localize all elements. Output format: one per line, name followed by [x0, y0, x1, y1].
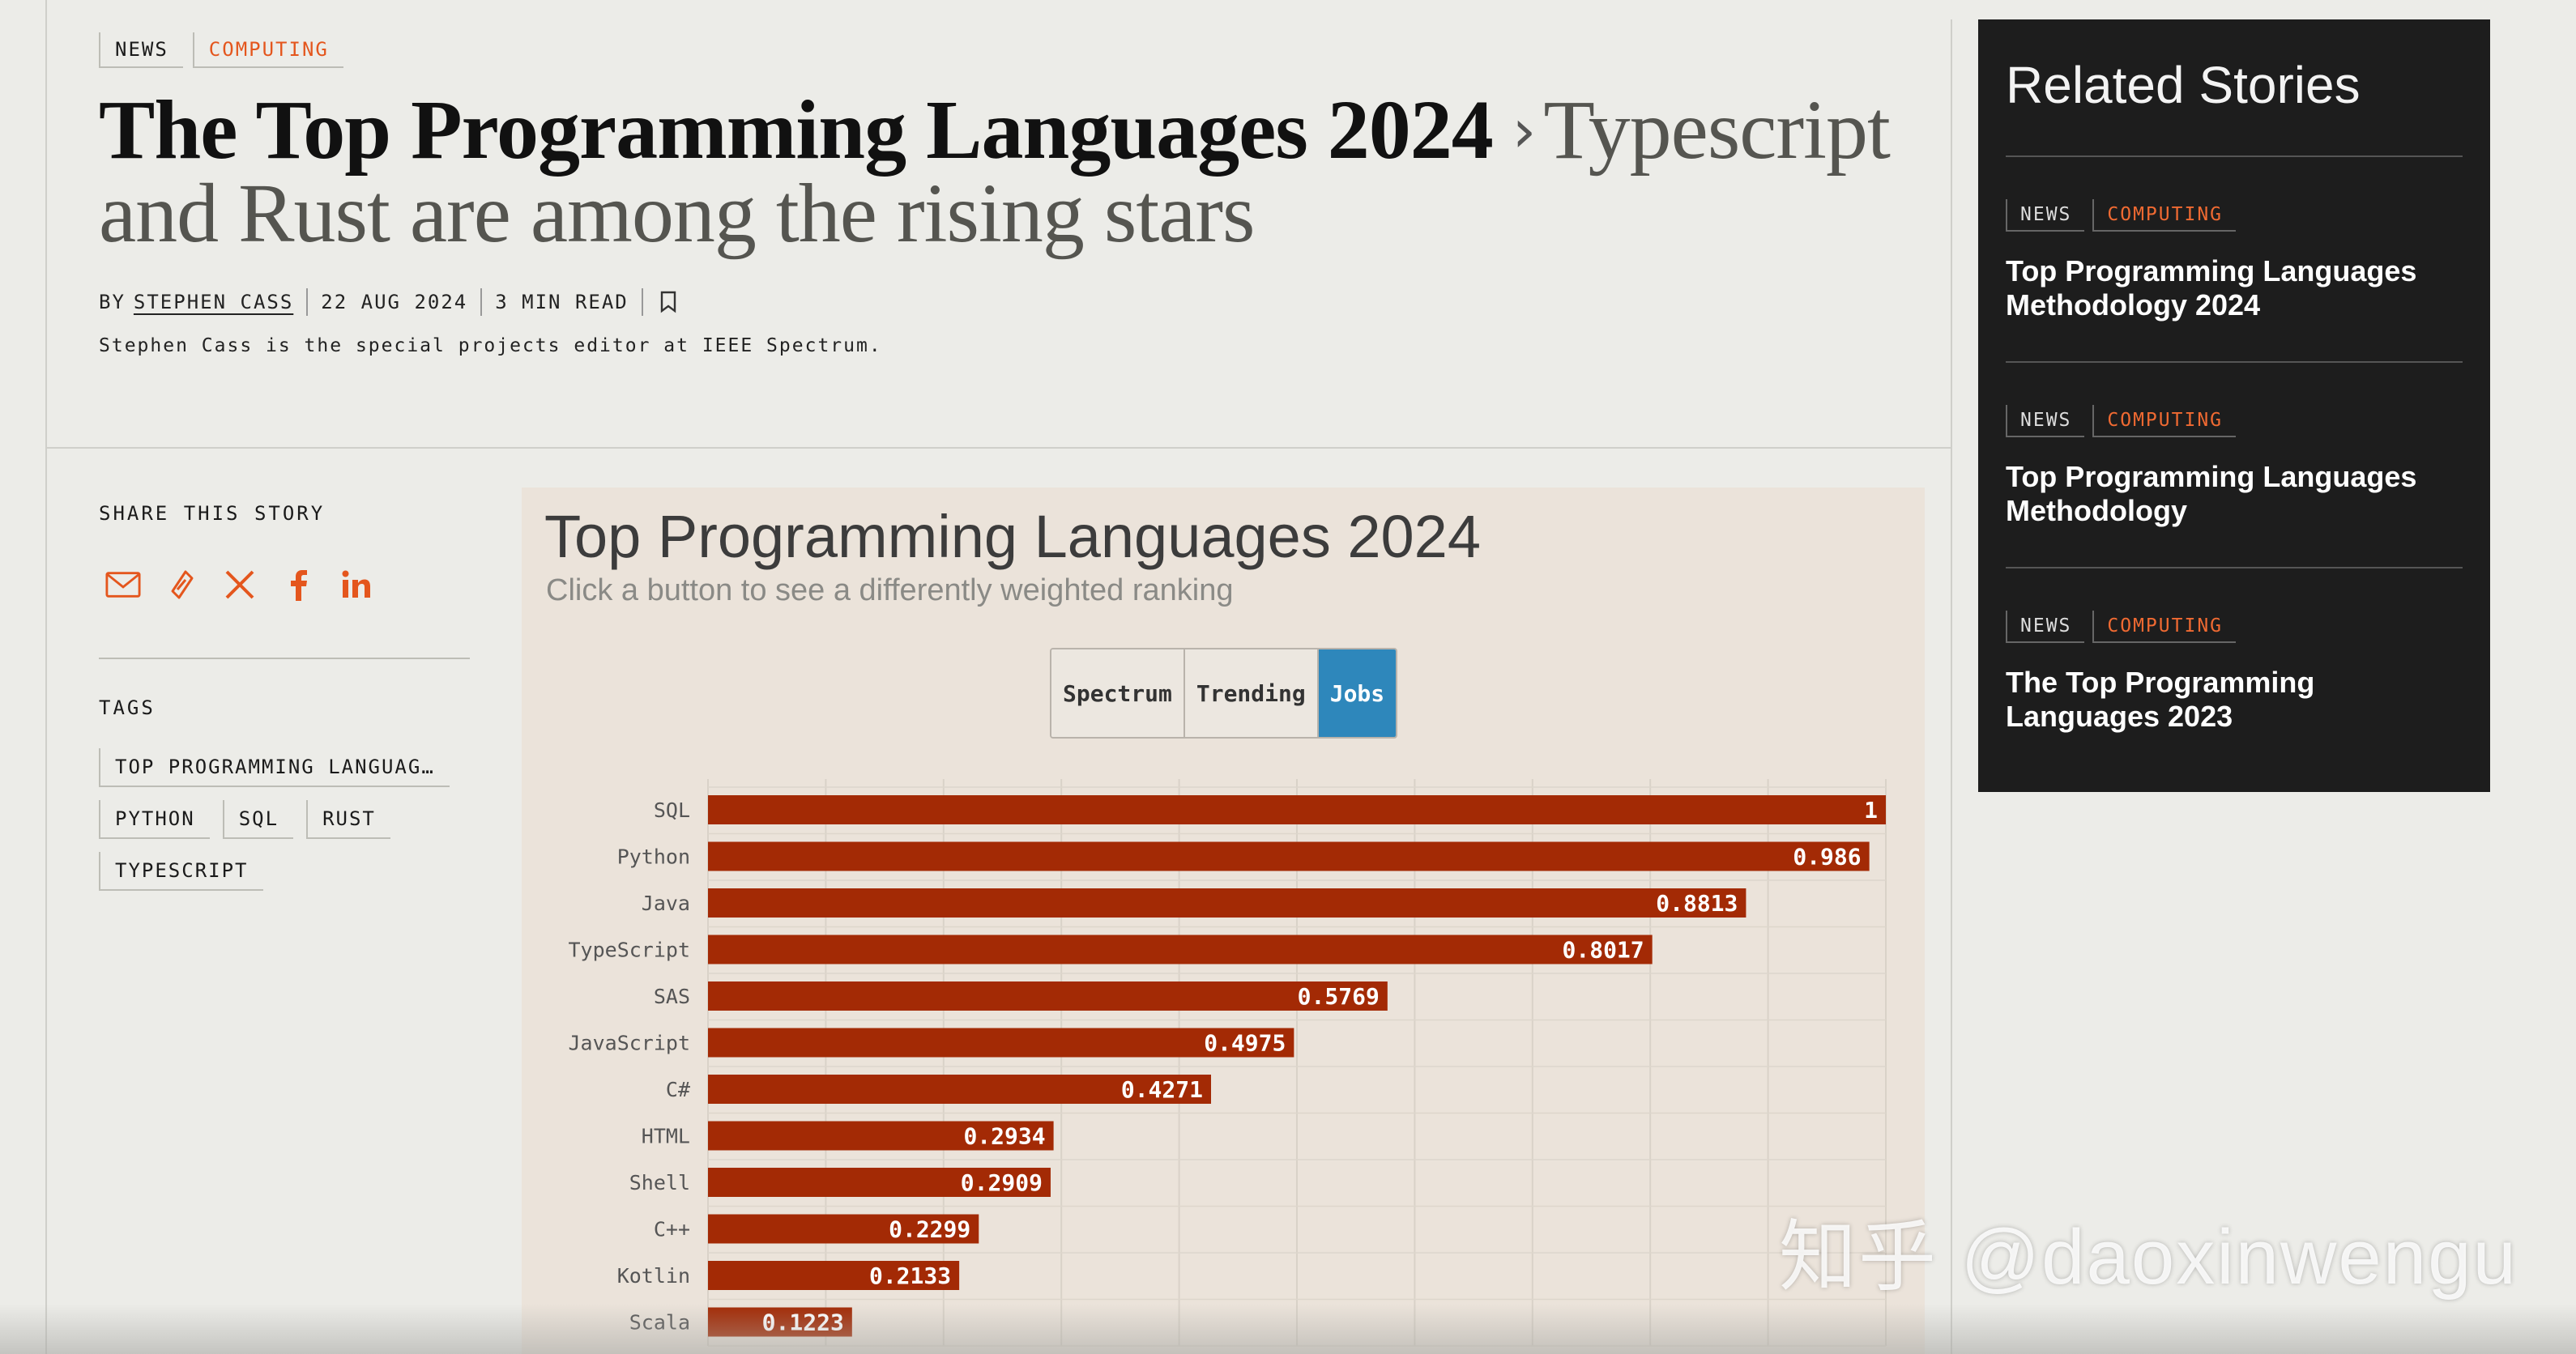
bottom-shadow [0, 1304, 2576, 1354]
article-tags: NEWS COMPUTING [99, 32, 343, 68]
byline-by: BY [99, 291, 126, 313]
left-frame-rule [45, 0, 47, 1354]
byline-separator [641, 288, 643, 316]
tag-rust[interactable]: RUST [306, 800, 390, 839]
bar[interactable] [708, 1261, 960, 1290]
bar-chart: SQL 1 Python 0.986 Java 0.8813 TypeScript 0.801… [568, 779, 1887, 1347]
related-tag-computing[interactable]: COMPUTING [2092, 405, 2237, 437]
category-label: SQL [654, 798, 690, 822]
related-tag-news[interactable]: NEWS [2006, 405, 2085, 437]
related-headline-link[interactable]: Top Programming Languages Methodology [2006, 460, 2417, 527]
x-icon[interactable] [222, 567, 258, 602]
bar[interactable] [708, 1214, 979, 1244]
category-label: Shell [629, 1171, 690, 1194]
share-icons [105, 567, 374, 602]
value-label: 0.2934 [963, 1123, 1045, 1150]
related-headline-link[interactable]: Top Programming Languages Methodology 20… [2006, 254, 2417, 321]
ranking-toggle: Spectrum Trending Jobs [1050, 648, 1398, 739]
trending-button[interactable]: Trending [1184, 649, 1319, 737]
bar[interactable] [708, 981, 1388, 1011]
related-stories: Related Stories NEWS COMPUTING Top Progr… [1978, 19, 2490, 792]
byline-separator [480, 288, 483, 316]
email-icon[interactable] [105, 567, 141, 602]
category-label: TypeScript [568, 939, 690, 962]
facebook-icon[interactable] [280, 567, 316, 602]
related-tag-news[interactable]: NEWS [2006, 611, 2085, 643]
share-divider [99, 658, 470, 659]
publish-date: 22 AUG 2024 [321, 291, 468, 313]
category-label: C# [666, 1078, 690, 1101]
tag-sql[interactable]: SQL [222, 800, 294, 839]
value-label: 0.2909 [961, 1169, 1043, 1196]
column-rule [1951, 19, 1952, 1354]
category-label: Kotlin [617, 1264, 690, 1288]
headline-dek: Typescript and Rust are among the rising… [99, 83, 1891, 260]
read-time: 3 MIN READ [495, 291, 629, 313]
bar[interactable] [708, 1121, 1054, 1151]
related-item: NEWS COMPUTING The Top Programming Langu… [2006, 567, 2463, 734]
tag-news[interactable]: NEWS [99, 32, 183, 68]
value-label: 0.5769 [1298, 983, 1380, 1010]
tag-top-programming-languages[interactable]: TOP PROGRAMMING LANGUAG… [99, 748, 450, 787]
related-title: Related Stories [2006, 56, 2361, 114]
value-label: 0.986 [1793, 844, 1861, 871]
chart-panel: Top Programming Languages 2024 Click a b… [522, 488, 1925, 1354]
bar[interactable] [708, 888, 1746, 918]
chart-subtitle: Click a button to see a differently weig… [546, 573, 1234, 607]
value-label: 0.8017 [1563, 937, 1644, 964]
category-label: Java [642, 892, 690, 915]
related-item: NEWS COMPUTING Top Programming Languages… [2006, 155, 2463, 322]
category-label: JavaScript [568, 1032, 690, 1055]
tag-list: TOP PROGRAMMING LANGUAG… PYTHON SQL RUST… [99, 748, 488, 904]
page-title: The Top Programming Languages 2024 ›Types… [99, 88, 1913, 256]
category-label: HTML [642, 1125, 690, 1148]
chart-title: Top Programming Languages 2024 [544, 503, 1481, 570]
category-label: C++ [654, 1218, 690, 1241]
related-item: NEWS COMPUTING Top Programming Languages… [2006, 361, 2463, 528]
category-label: Python [617, 845, 690, 869]
value-label: 1 [1864, 797, 1878, 824]
value-label: 0.4271 [1121, 1076, 1203, 1103]
related-tag-computing[interactable]: COMPUTING [2092, 611, 2237, 643]
related-tag-news[interactable]: NEWS [2006, 199, 2085, 232]
linkedin-icon[interactable] [339, 567, 374, 602]
watermark-text: 知乎 @daoxinwengu [1779, 1214, 2518, 1301]
value-label: 0.2299 [889, 1216, 970, 1243]
tag-computing[interactable]: COMPUTING [192, 32, 343, 68]
chevron-right-icon: › [1512, 96, 1537, 166]
headline-title: The Top Programming Languages 2024 [99, 83, 1494, 177]
jobs-button[interactable]: Jobs [1318, 649, 1397, 737]
bar[interactable] [708, 1028, 1294, 1058]
tag-typescript[interactable]: TYPESCRIPT [99, 852, 263, 891]
bar[interactable] [708, 1075, 1212, 1104]
share-label: SHARE THIS STORY [99, 502, 326, 525]
bar[interactable] [708, 1168, 1051, 1197]
related-headline-link[interactable]: The Top Programming Languages 2023 [2006, 666, 2315, 733]
bookmark-icon[interactable] [659, 291, 677, 313]
link-icon[interactable] [164, 567, 199, 602]
bar[interactable] [708, 935, 1653, 964]
category-label: SAS [654, 985, 690, 1008]
tag-python[interactable]: PYTHON [99, 800, 210, 839]
value-label: 0.4975 [1204, 1030, 1286, 1057]
tags-label: TAGS [99, 696, 156, 719]
author-bio: Stephen Cass is the special projects edi… [99, 335, 882, 356]
value-label: 0.8813 [1656, 890, 1738, 917]
byline: BY STEPHEN CASS 22 AUG 2024 3 MIN READ [99, 288, 677, 316]
spectrum-button[interactable]: Spectrum [1051, 649, 1185, 737]
value-label: 0.2133 [869, 1262, 951, 1289]
related-tag-computing[interactable]: COMPUTING [2092, 199, 2237, 232]
byline-separator [306, 288, 309, 316]
header-divider [47, 447, 1952, 449]
bar[interactable] [708, 841, 1870, 871]
author-link[interactable]: STEPHEN CASS [133, 291, 294, 313]
bar[interactable] [708, 795, 1886, 824]
